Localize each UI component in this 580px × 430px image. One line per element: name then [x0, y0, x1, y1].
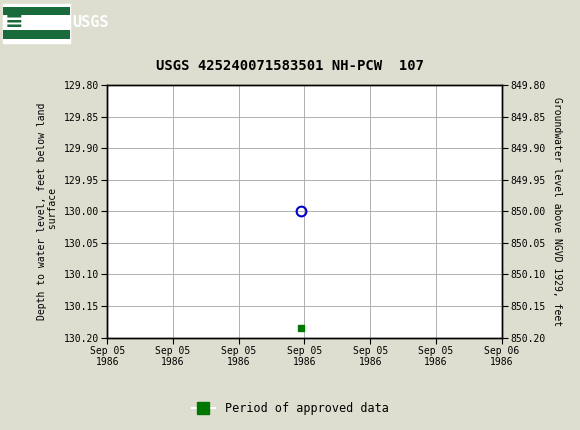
Bar	[3, 7, 70, 15]
Legend: Period of approved data: Period of approved data	[187, 397, 393, 420]
Text: USGS 425240071583501 NH-PCW  107: USGS 425240071583501 NH-PCW 107	[156, 59, 424, 73]
Y-axis label: Groundwater level above NGVD 1929, feet: Groundwater level above NGVD 1929, feet	[552, 97, 562, 326]
Text: USGS: USGS	[72, 15, 109, 30]
Bar	[3, 4, 70, 43]
Bar	[3, 18, 70, 27]
Y-axis label: Depth to water level, feet below land
 surface: Depth to water level, feet below land su…	[37, 103, 58, 320]
Bar	[3, 30, 70, 39]
Text: ≡: ≡	[5, 12, 23, 32]
